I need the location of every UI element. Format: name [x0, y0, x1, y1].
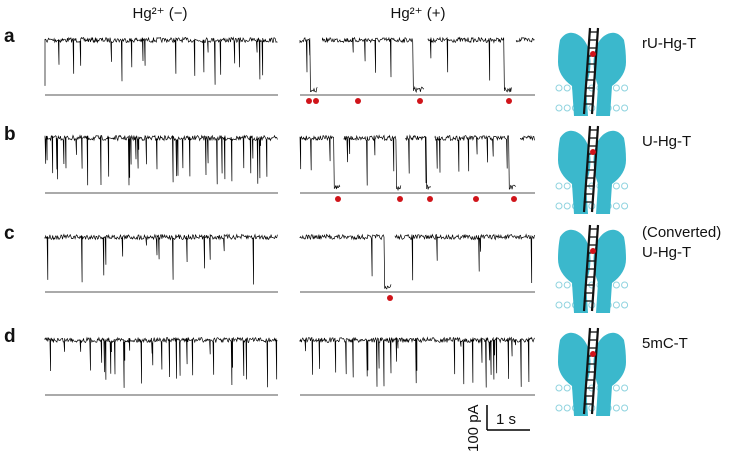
- column-header: Hg²⁺ (+): [390, 5, 445, 22]
- row-label: 5mC-T: [642, 335, 688, 352]
- dna: [582, 327, 600, 415]
- row-label: U-Hg-T: [642, 133, 691, 150]
- lipid: [612, 202, 620, 210]
- lipid: [555, 384, 563, 392]
- column-header: Hg²⁺ (−): [132, 5, 187, 22]
- lipid: [555, 104, 563, 112]
- event-dot: [313, 98, 319, 104]
- current-trace: [44, 233, 278, 285]
- lipid: [563, 404, 571, 412]
- dna: [582, 125, 600, 213]
- pore: [558, 229, 626, 313]
- lipid: [563, 301, 571, 309]
- row-letter: d: [4, 326, 16, 347]
- current-trace: [44, 134, 278, 186]
- hg-site: [590, 51, 596, 57]
- lipid: [612, 84, 620, 92]
- lipid: [555, 281, 563, 289]
- lipid: [555, 301, 563, 309]
- lipid: [621, 301, 629, 309]
- lipid: [612, 182, 620, 190]
- lipid: [555, 404, 563, 412]
- row-label: U-Hg-T: [642, 244, 691, 261]
- dna: [582, 224, 600, 312]
- current-trace: [44, 36, 278, 86]
- event-dot: [506, 98, 512, 104]
- lipid: [621, 104, 629, 112]
- lipid: [563, 202, 571, 210]
- event-dot: [397, 196, 403, 202]
- lipid: [612, 404, 620, 412]
- scale-current-label: 100 pA: [465, 404, 482, 452]
- lipid: [555, 202, 563, 210]
- lipid: [612, 301, 620, 309]
- lipid: [563, 182, 571, 190]
- row-label: (Converted): [642, 224, 721, 241]
- row-letter: a: [4, 26, 15, 47]
- event-dot: [473, 196, 479, 202]
- dna: [582, 27, 600, 115]
- event-dot: [427, 196, 433, 202]
- hg-site: [590, 149, 596, 155]
- event-dot: [511, 196, 517, 202]
- event-dot: [306, 98, 312, 104]
- hg-site: [590, 351, 596, 357]
- current-trace: [299, 36, 535, 93]
- lipid: [621, 404, 629, 412]
- current-trace: [299, 336, 535, 388]
- lipid: [563, 384, 571, 392]
- current-trace: [44, 336, 278, 388]
- current-trace: [299, 134, 535, 192]
- row-label: rU-Hg-T: [642, 35, 696, 52]
- lipid: [555, 182, 563, 190]
- lipid: [563, 281, 571, 289]
- pore: [558, 332, 626, 416]
- lipid: [612, 281, 620, 289]
- event-dot: [417, 98, 423, 104]
- row-letter: c: [4, 223, 15, 244]
- lipid: [612, 104, 620, 112]
- lipid: [621, 84, 629, 92]
- lipid: [621, 281, 629, 289]
- lipid: [563, 104, 571, 112]
- lipid: [563, 84, 571, 92]
- pore: [558, 130, 626, 214]
- lipid: [621, 202, 629, 210]
- hg-site: [590, 248, 596, 254]
- lipid: [555, 84, 563, 92]
- event-dot: [387, 295, 393, 301]
- current-trace: [299, 233, 535, 290]
- scale-time-label: 1 s: [496, 411, 516, 428]
- lipid: [612, 384, 620, 392]
- lipid: [621, 182, 629, 190]
- row-letter: b: [4, 124, 16, 145]
- event-dot: [355, 98, 361, 104]
- event-dot: [335, 196, 341, 202]
- pore: [558, 32, 626, 116]
- lipid: [621, 384, 629, 392]
